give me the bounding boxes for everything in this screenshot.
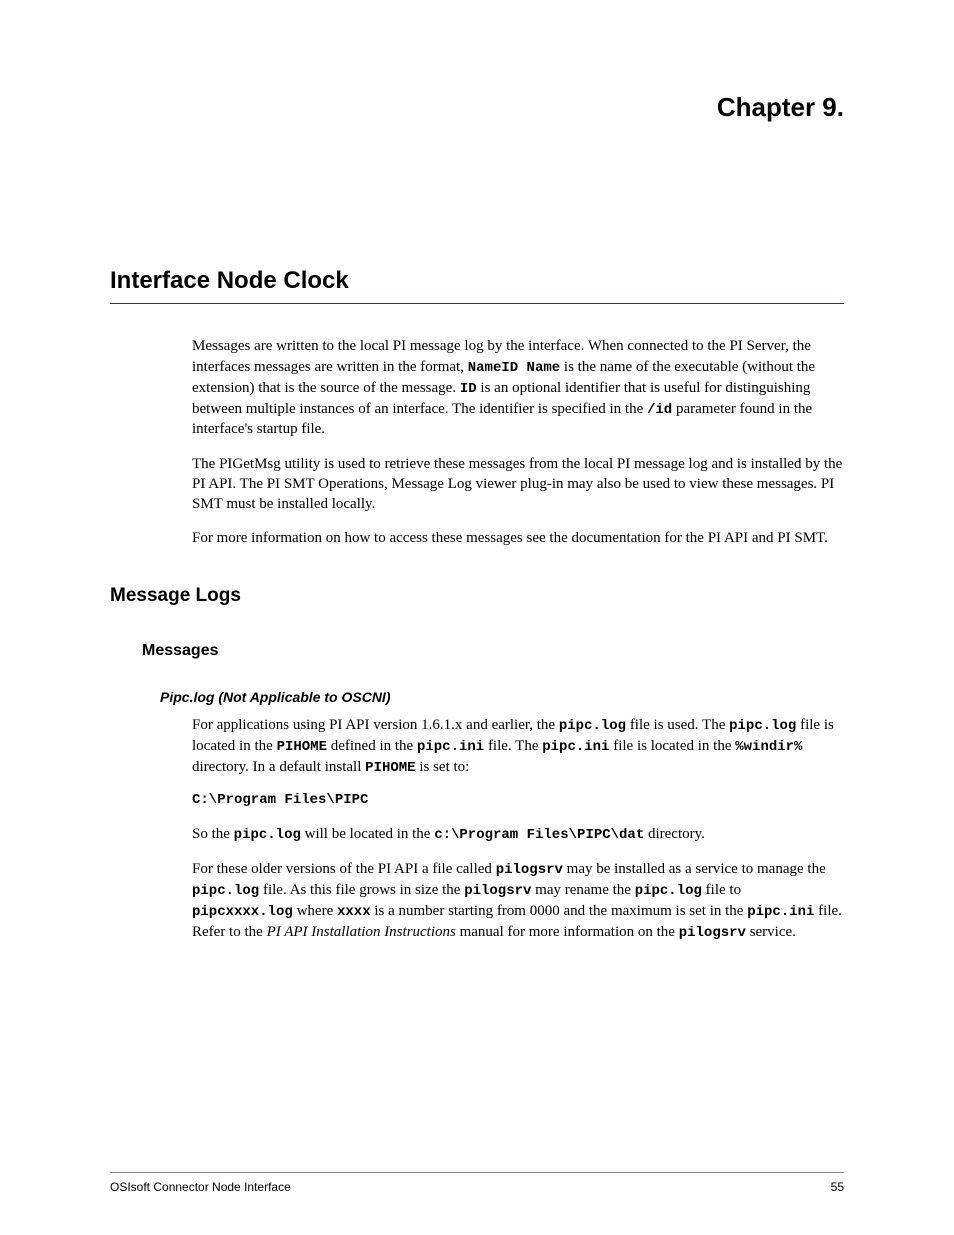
text: where bbox=[293, 903, 337, 919]
code-id-param: /id bbox=[647, 402, 672, 418]
text: defined in the bbox=[327, 738, 417, 754]
code-id: ID bbox=[460, 381, 477, 397]
para-moreinfo: For more information on how to access th… bbox=[192, 528, 844, 548]
code-pihome: PIHOME bbox=[277, 739, 327, 755]
code-pipclog5: pipc.log bbox=[635, 883, 702, 899]
para-pilogsrv: For these older versions of the PI API a… bbox=[192, 859, 844, 943]
footer: OSIsoft Connector Node Interface 55 bbox=[110, 1172, 844, 1195]
para-so-location: So the pipc.log will be located in the c… bbox=[192, 824, 844, 845]
text: will be located in the bbox=[301, 826, 434, 842]
text: file is used. The bbox=[626, 717, 729, 733]
text: manual for more information on the bbox=[456, 924, 679, 940]
text: file. As this file grows in size the bbox=[259, 882, 464, 898]
footer-left: OSIsoft Connector Node Interface bbox=[110, 1179, 291, 1195]
heading-messages: Messages bbox=[142, 640, 844, 662]
code-pipclog4: pipc.log bbox=[192, 883, 259, 899]
footer-page-number: 55 bbox=[831, 1179, 844, 1195]
text: file to bbox=[702, 882, 741, 898]
chapter-number: Chapter 9. bbox=[110, 90, 844, 125]
code-pipcini2: pipc.ini bbox=[542, 739, 609, 755]
italic-manual: PI API Installation Instructions bbox=[267, 924, 456, 940]
heading-message-logs: Message Logs bbox=[110, 583, 844, 609]
text: is set to: bbox=[416, 759, 470, 775]
para-msg-format: Messages are written to the local PI mes… bbox=[192, 336, 844, 439]
text: may be installed as a service to manage … bbox=[563, 861, 826, 877]
chapter-title: Interface Node Clock bbox=[110, 265, 844, 297]
code-pilogsrv2: pilogsrv bbox=[464, 883, 531, 899]
text: is a number starting from 0000 and the m… bbox=[371, 903, 748, 919]
text: may rename the bbox=[531, 882, 634, 898]
code-pipcxxxx: pipcxxxx.log bbox=[192, 904, 293, 920]
text: directory. In a default install bbox=[192, 759, 365, 775]
text: service. bbox=[746, 924, 796, 940]
code-pihome2: PIHOME bbox=[365, 760, 415, 776]
text: For these older versions of the PI API a… bbox=[192, 861, 496, 877]
title-rule bbox=[110, 303, 844, 304]
text: directory. bbox=[644, 826, 705, 842]
code-pipclog2: pipc.log bbox=[729, 718, 796, 734]
code-pipclog3: pipc.log bbox=[234, 827, 301, 843]
code-xxxx: xxxx bbox=[337, 904, 371, 920]
code-path: C:\Program Files\PIPC bbox=[192, 791, 844, 810]
text: So the bbox=[192, 826, 234, 842]
code-nameid-name: NameID Name bbox=[468, 360, 560, 376]
code-windir: %windir% bbox=[735, 739, 802, 755]
code-datpath: c:\Program Files\PIPC\dat bbox=[434, 827, 644, 843]
heading-pipclog: Pipc.log (Not Applicable to OSCNI) bbox=[160, 688, 844, 707]
para-pipclog-loc: For applications using PI API version 1.… bbox=[192, 715, 844, 778]
text: file. The bbox=[484, 738, 542, 754]
code-pilogsrv3: pilogsrv bbox=[679, 925, 746, 941]
text: For applications using PI API version 1.… bbox=[192, 717, 559, 733]
code-pipclog: pipc.log bbox=[559, 718, 626, 734]
code-pipcini: pipc.ini bbox=[417, 739, 484, 755]
code-pipcini3: pipc.ini bbox=[747, 904, 814, 920]
code-pilogsrv: pilogsrv bbox=[496, 862, 563, 878]
para-pigetmsg: The PIGetMsg utility is used to retrieve… bbox=[192, 454, 844, 515]
text: file is located in the bbox=[609, 738, 735, 754]
